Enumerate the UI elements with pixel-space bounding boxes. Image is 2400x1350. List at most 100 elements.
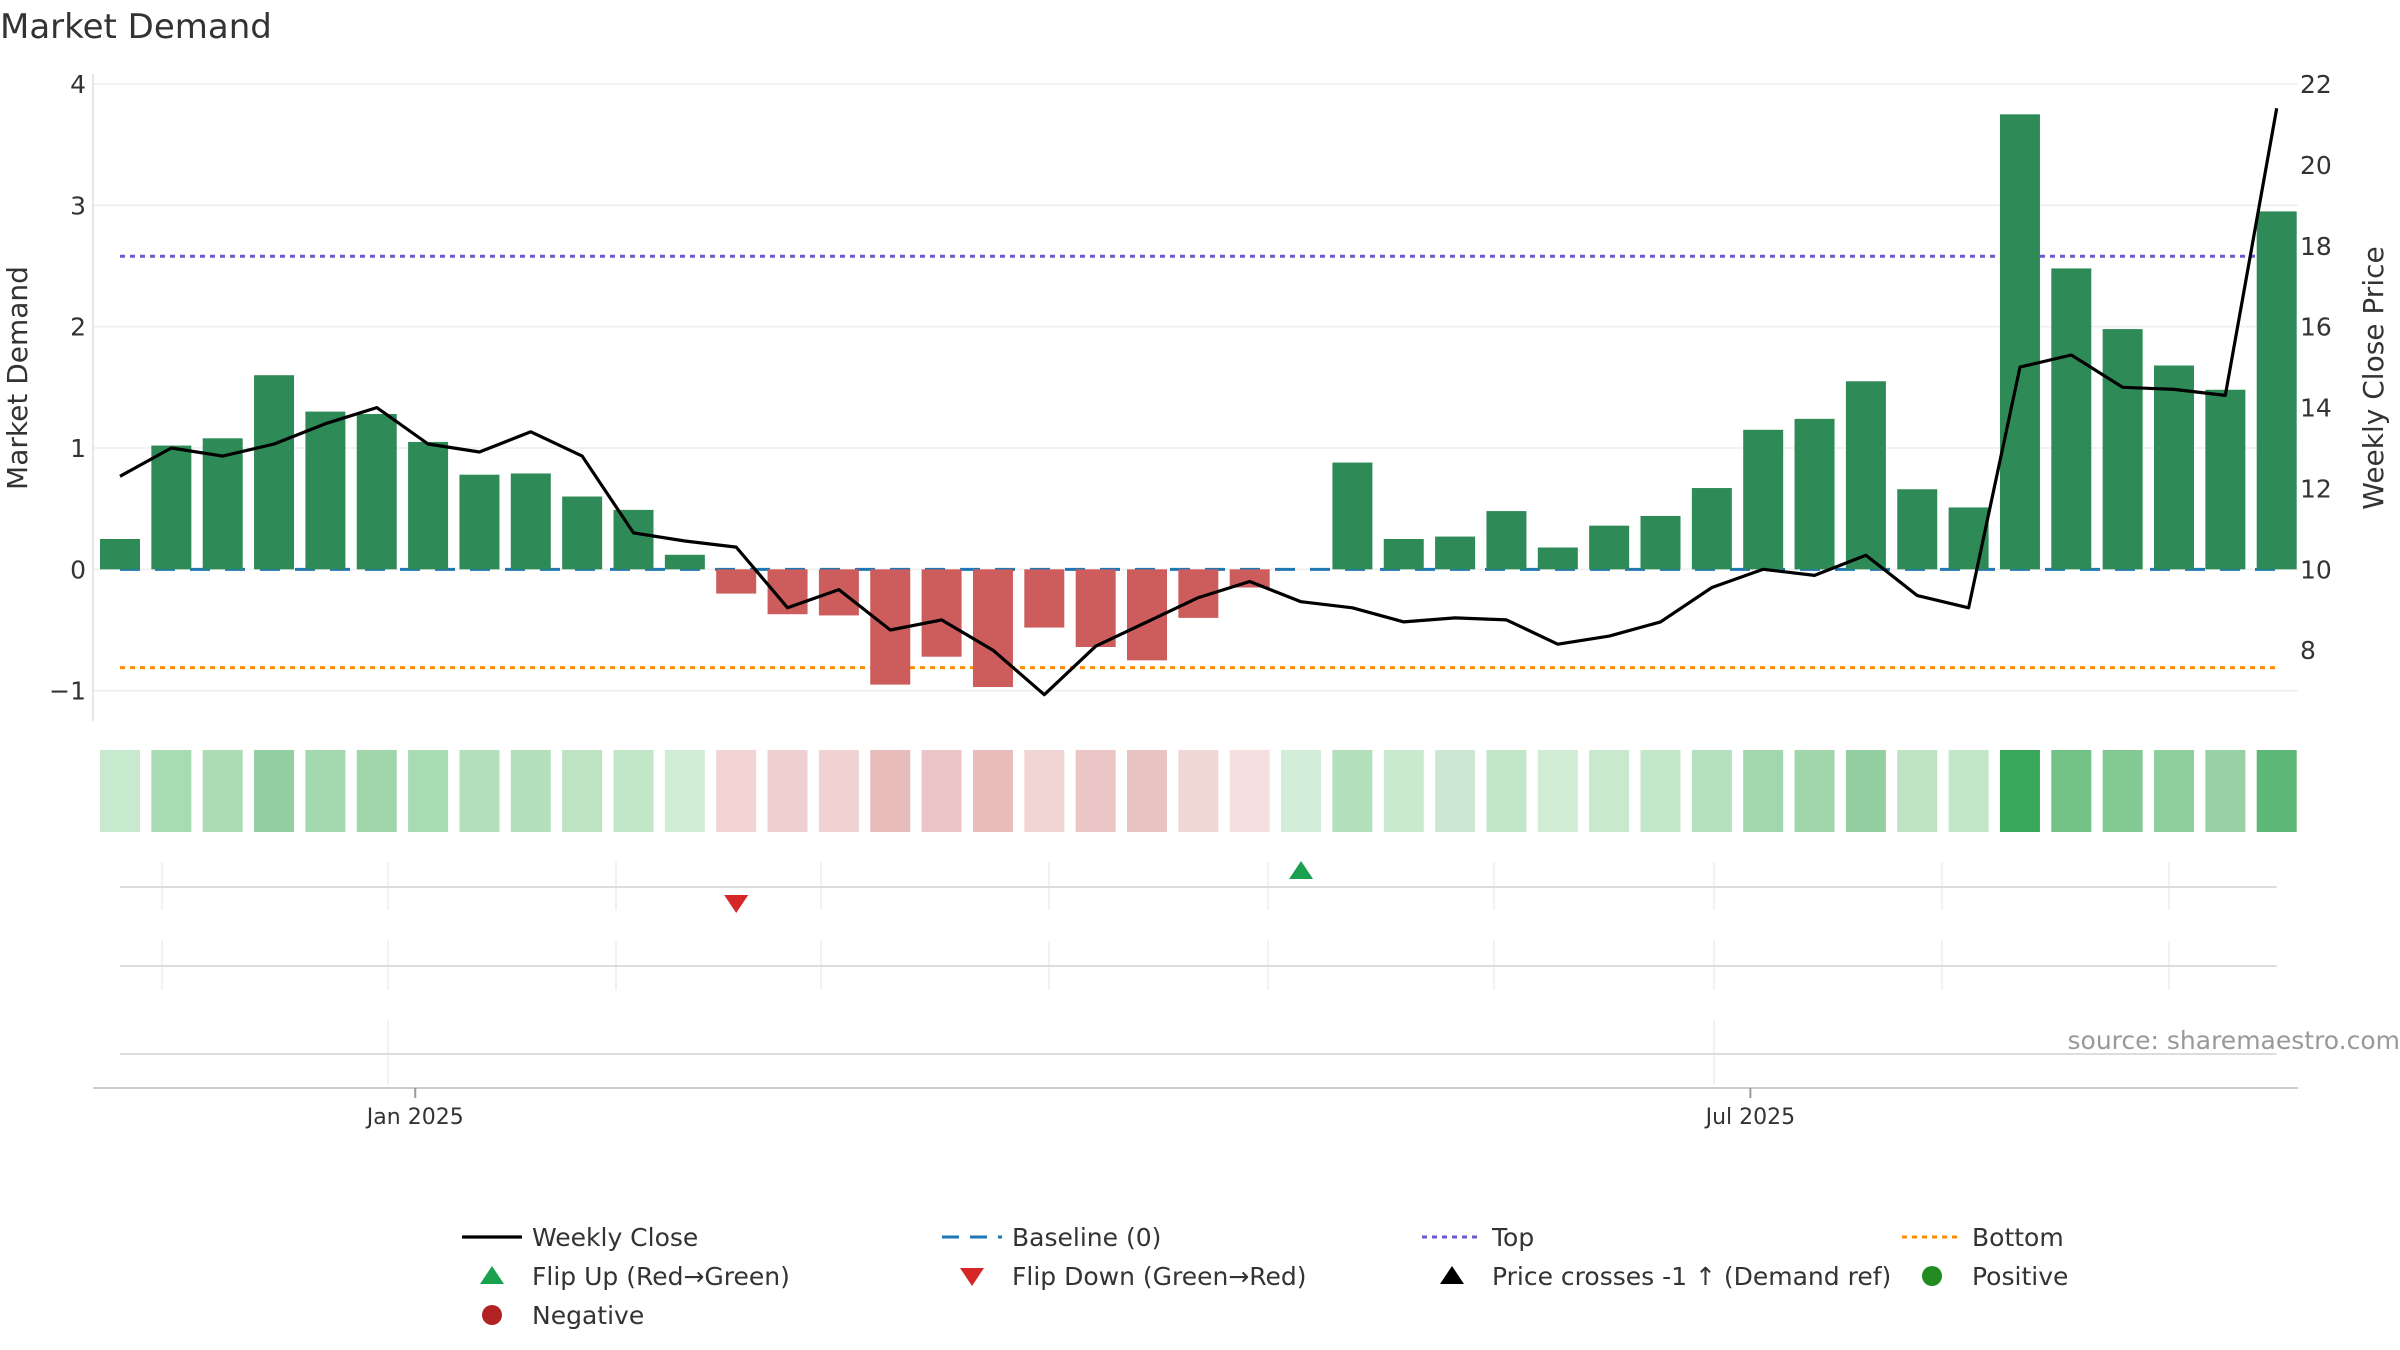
demand-bar	[1537, 547, 1578, 570]
demand-bar	[2051, 268, 2092, 570]
y-axis-right: 8 10 12 14 16 18 20 22	[2300, 70, 2332, 665]
y-axis-left: −1 0 1 2 3 4	[49, 70, 94, 721]
strip-cell	[100, 750, 140, 832]
y2-tick-label: 14	[2300, 394, 2332, 423]
strip-cell	[972, 750, 1013, 832]
strip-cell	[202, 750, 243, 832]
strip-cell	[613, 750, 654, 832]
legend-label: Bottom	[1972, 1223, 2064, 1252]
strip-cell	[356, 750, 397, 832]
legend-label: Baseline (0)	[1012, 1223, 1161, 1252]
strip-cell	[1743, 750, 1784, 832]
strip-cell	[459, 750, 500, 832]
strip-cell	[254, 750, 295, 832]
demand-bar	[305, 411, 346, 570]
strip-cell	[1537, 750, 1578, 832]
strip-cell	[305, 750, 346, 832]
strip-cell	[510, 750, 551, 832]
demand-bar	[1640, 515, 1681, 570]
demand-bar	[664, 554, 705, 570]
strip-cell	[921, 750, 962, 832]
demand-bar	[1332, 462, 1373, 570]
demand-bar	[254, 375, 295, 570]
demand-bar	[459, 474, 500, 570]
demand-bar	[2154, 365, 2194, 570]
demand-bar	[2102, 329, 2143, 570]
demand-bar	[613, 509, 654, 570]
weekly-close-line	[119, 108, 2279, 697]
strip-cell	[2051, 750, 2092, 832]
legend-label: Top	[1491, 1223, 1534, 1252]
legend-swatch	[1922, 1266, 1942, 1286]
legend-label: Flip Down (Green→Red)	[1012, 1262, 1307, 1291]
demand-bar	[356, 414, 397, 570]
flip-up-marker	[1289, 861, 1314, 879]
strip-cell	[870, 750, 911, 832]
demand-bar	[1743, 429, 1784, 570]
y-axis-label: Market Demand	[1, 266, 34, 490]
weekly-close-polyline	[119, 108, 2279, 697]
y2-tick-label: 18	[2300, 232, 2332, 261]
strip-cell	[716, 750, 757, 832]
legend-label: Negative	[532, 1301, 644, 1330]
strip-cell	[1229, 750, 1270, 832]
y2-tick-label: 10	[2300, 555, 2332, 584]
strip-cell	[1281, 750, 1322, 832]
strip-cell	[1897, 750, 1938, 832]
demand-bar	[818, 569, 859, 616]
demand-bar	[1691, 488, 1732, 570]
strip-cell	[1075, 750, 1116, 832]
y-tick-label: 3	[70, 191, 86, 220]
legend-swatch	[960, 1268, 984, 1286]
y-tick-label: 2	[70, 313, 86, 342]
y2-axis-label: Weekly Close Price	[2357, 246, 2390, 509]
strip-cell	[2102, 750, 2143, 832]
demand-bar	[1794, 418, 1835, 570]
demand-bars	[100, 114, 2297, 688]
strip-cell	[1589, 750, 1630, 832]
demand-bar	[510, 473, 551, 570]
y-tick-label: 1	[70, 434, 86, 463]
demand-bar	[151, 445, 192, 570]
chart-title: Market Demand	[0, 7, 272, 47]
demand-bar	[1024, 569, 1065, 628]
legend-swatch	[480, 1266, 504, 1284]
demand-bar	[2205, 389, 2246, 570]
x-tick-label: Jul 2025	[1704, 1105, 1796, 1130]
strip-cell	[151, 750, 192, 832]
y2-tick-label: 16	[2300, 313, 2332, 342]
legend-swatch	[482, 1305, 502, 1325]
strip-cell	[1178, 750, 1219, 832]
strip-cell	[562, 750, 603, 832]
legend-label: Flip Up (Red→Green)	[532, 1262, 790, 1291]
flip-down-marker	[724, 895, 749, 913]
strip-cell	[1332, 750, 1373, 832]
strip-cell	[1435, 750, 1476, 832]
strip-cell	[767, 750, 808, 832]
legend: Weekly Close Baseline (0) Top Bottom Flip Up…	[462, 1223, 2068, 1330]
x-tick-label: Jan 2025	[365, 1105, 464, 1130]
strip-cell	[1794, 750, 1835, 832]
demand-bar	[921, 569, 962, 657]
demand-bar	[2256, 211, 2297, 570]
y2-tick-label: 12	[2300, 474, 2332, 503]
demand-bar	[408, 441, 449, 570]
demand-bar	[1589, 525, 1630, 570]
demand-bar	[100, 539, 140, 570]
demand-bar	[1435, 536, 1476, 570]
demand-bar	[1845, 381, 1886, 570]
strip-cell	[818, 750, 859, 832]
strip-cell	[1024, 750, 1065, 832]
x-axis: Jan 2025 Jul 2025	[93, 1087, 2298, 1130]
strip-cell	[1127, 750, 1167, 832]
strip-cell	[664, 750, 705, 832]
strip-cell	[1999, 750, 2040, 832]
strip-cell	[2205, 750, 2246, 832]
strip-cell	[1383, 750, 1424, 832]
strip-cell	[408, 750, 449, 832]
demand-bar	[1075, 569, 1116, 647]
source-note: source: sharemaestro.com	[2068, 1026, 2400, 1055]
demand-bar	[1897, 489, 1938, 570]
strip-cell	[1486, 750, 1527, 832]
demand-heat-strip	[100, 750, 2297, 832]
